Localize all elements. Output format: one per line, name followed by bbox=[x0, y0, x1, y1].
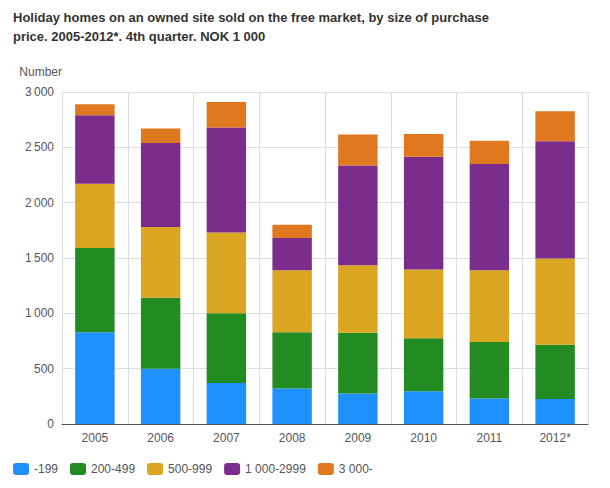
svg-text:500: 500 bbox=[34, 362, 54, 376]
svg-text:Holiday homes on an owned site: Holiday homes on an owned site sold on t… bbox=[13, 10, 489, 25]
svg-text:2007: 2007 bbox=[213, 431, 240, 445]
svg-text:2010: 2010 bbox=[410, 431, 437, 445]
svg-text:price. 2005-2012*. 4th quarter: price. 2005-2012*. 4th quarter. NOK 1 00… bbox=[13, 29, 265, 44]
svg-text:1 000: 1 000 bbox=[25, 306, 54, 320]
svg-text:-199: -199 bbox=[34, 462, 58, 476]
svg-text:1 500: 1 500 bbox=[25, 251, 54, 265]
svg-text:2008: 2008 bbox=[279, 431, 306, 445]
svg-text:2012*: 2012* bbox=[539, 431, 571, 445]
svg-text:2 000: 2 000 bbox=[25, 196, 54, 210]
svg-text:3 000: 3 000 bbox=[25, 85, 54, 99]
svg-text:2011: 2011 bbox=[476, 431, 502, 445]
svg-text:2006: 2006 bbox=[147, 431, 174, 445]
svg-text:2005: 2005 bbox=[82, 431, 109, 445]
svg-text:Number: Number bbox=[19, 65, 62, 79]
svg-text:3 000-: 3 000- bbox=[339, 462, 373, 476]
svg-text:500-999: 500-999 bbox=[168, 462, 212, 476]
svg-text:200-499: 200-499 bbox=[91, 462, 135, 476]
svg-text:2009: 2009 bbox=[345, 431, 372, 445]
svg-text:0: 0 bbox=[47, 417, 54, 431]
svg-text:2 500: 2 500 bbox=[25, 140, 54, 154]
svg-text:1 000-2999: 1 000-2999 bbox=[245, 462, 306, 476]
